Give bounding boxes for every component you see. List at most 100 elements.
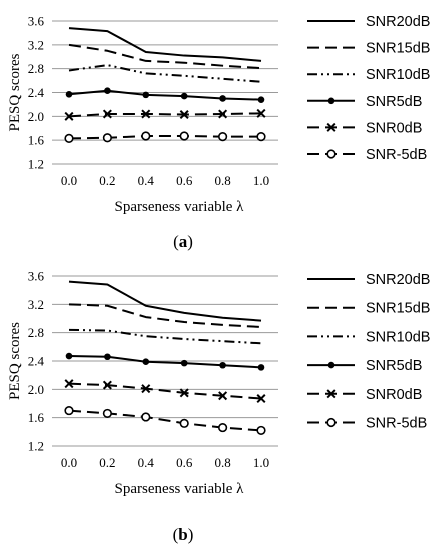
series-snr-5db bbox=[64, 131, 266, 143]
figure-caption: (a) bbox=[173, 232, 193, 251]
caption-part: ( bbox=[173, 232, 179, 251]
caption-part: ) bbox=[188, 525, 194, 544]
y-tick-label: 1.6 bbox=[28, 410, 45, 425]
data-point bbox=[141, 384, 151, 394]
data-point bbox=[326, 389, 336, 399]
data-point-stroke bbox=[141, 109, 151, 119]
data-point bbox=[104, 353, 111, 361]
series-line bbox=[68, 355, 262, 369]
data-point-stroke bbox=[64, 379, 74, 389]
data-point bbox=[141, 109, 151, 119]
data-point-stroke bbox=[218, 109, 228, 119]
series-snr0db bbox=[64, 108, 266, 121]
data-point bbox=[327, 97, 335, 105]
legend-label: SNR15dB bbox=[366, 41, 430, 57]
series-snr20db bbox=[68, 280, 262, 322]
series-line bbox=[68, 328, 262, 345]
series-snr5db bbox=[65, 352, 265, 371]
data-point bbox=[326, 417, 336, 428]
y-tick-label: 2.4 bbox=[28, 85, 45, 100]
data-point bbox=[180, 359, 188, 367]
series-line bbox=[68, 382, 262, 400]
series-snr5db bbox=[65, 87, 265, 103]
data-point bbox=[326, 149, 336, 159]
data-point bbox=[179, 110, 189, 120]
legend-entry: SNR-5dB bbox=[307, 416, 427, 432]
caption-part: a bbox=[179, 232, 188, 251]
legend-label: SNR10dB bbox=[366, 67, 430, 83]
legend-entry: SNR10dB bbox=[307, 329, 430, 345]
data-point bbox=[327, 361, 335, 369]
y-tick-label: 3.6 bbox=[28, 14, 45, 29]
y-tick-label: 2.4 bbox=[28, 354, 45, 369]
data-point bbox=[219, 95, 226, 102]
y-tick-label: 1.2 bbox=[28, 157, 44, 172]
x-tick-label: 0.4 bbox=[138, 173, 155, 188]
x-axis-label: Sparseness variable λ bbox=[115, 481, 245, 497]
series-snr20db bbox=[68, 27, 262, 62]
caption-part: ) bbox=[187, 232, 193, 251]
data-point bbox=[64, 133, 74, 143]
series-line bbox=[68, 89, 262, 101]
x-tick-label: 0.8 bbox=[214, 455, 230, 470]
data-point-stroke bbox=[326, 122, 336, 132]
legend-label: SNR20dB bbox=[366, 272, 430, 288]
x-tick-label: 1.0 bbox=[253, 455, 269, 470]
legend-entry: SNR5dB bbox=[307, 94, 422, 110]
data-point bbox=[218, 422, 228, 433]
series-snr15db bbox=[68, 303, 262, 328]
legend-label: SNR0dB bbox=[366, 120, 422, 136]
data-point bbox=[142, 358, 150, 366]
legend-entry: SNR-5dB bbox=[307, 147, 427, 163]
series-snr-5db bbox=[64, 405, 266, 436]
data-point bbox=[104, 87, 111, 95]
series-snr15db bbox=[68, 43, 262, 70]
x-tick-label: 0.2 bbox=[99, 455, 115, 470]
data-point bbox=[256, 108, 266, 118]
data-point bbox=[326, 122, 336, 132]
legend-label: SNR0dB bbox=[366, 387, 422, 403]
x-tick-label: 0.2 bbox=[99, 173, 115, 188]
y-tick-label: 3.2 bbox=[28, 297, 44, 312]
series-snr10db bbox=[68, 328, 262, 345]
data-point-stroke bbox=[179, 110, 189, 120]
data-point bbox=[102, 133, 112, 143]
data-point bbox=[256, 394, 266, 404]
data-point bbox=[65, 90, 73, 98]
data-point bbox=[102, 380, 112, 390]
data-point bbox=[256, 131, 266, 142]
legend-label: SNR5dB bbox=[366, 358, 422, 374]
data-point-stroke bbox=[218, 391, 228, 401]
legend-label: SNR-5dB bbox=[366, 416, 427, 432]
x-tick-label: 0.8 bbox=[214, 173, 230, 188]
y-axis-label: PESQ scores bbox=[7, 322, 23, 400]
caption-part: b bbox=[178, 525, 187, 544]
data-point bbox=[65, 352, 73, 360]
series-line bbox=[68, 43, 262, 70]
legend-entry: SNR15dB bbox=[307, 41, 430, 57]
data-point-stroke bbox=[256, 394, 266, 404]
series-line bbox=[68, 280, 262, 322]
x-tick-label: 0.6 bbox=[176, 173, 193, 188]
legend-entry: SNR5dB bbox=[307, 358, 422, 374]
legend-entry: SNR0dB bbox=[307, 120, 422, 136]
data-point-stroke bbox=[326, 389, 336, 399]
data-point bbox=[64, 379, 74, 389]
y-tick-label: 3.2 bbox=[28, 37, 44, 52]
data-point bbox=[102, 408, 112, 419]
data-point-stroke bbox=[141, 384, 151, 394]
data-point bbox=[218, 131, 228, 142]
legend-entry: SNR15dB bbox=[307, 301, 430, 317]
data-point bbox=[257, 364, 265, 371]
legend-label: SNR20dB bbox=[366, 14, 430, 30]
data-point bbox=[257, 96, 265, 103]
series-snr0db bbox=[64, 379, 266, 404]
caption-part: ( bbox=[173, 525, 179, 544]
data-point-stroke bbox=[102, 380, 112, 390]
data-point bbox=[180, 92, 188, 100]
legend-label: SNR5dB bbox=[366, 94, 422, 110]
chart-panel-a: 1.2 1.6 2.0 2.4 2.8 3.2 3.6 0.0 0.2 0.4 0.6 0.8 1.0 S… bbox=[7, 14, 430, 252]
data-point bbox=[179, 131, 189, 141]
series-snr10db bbox=[68, 64, 262, 83]
